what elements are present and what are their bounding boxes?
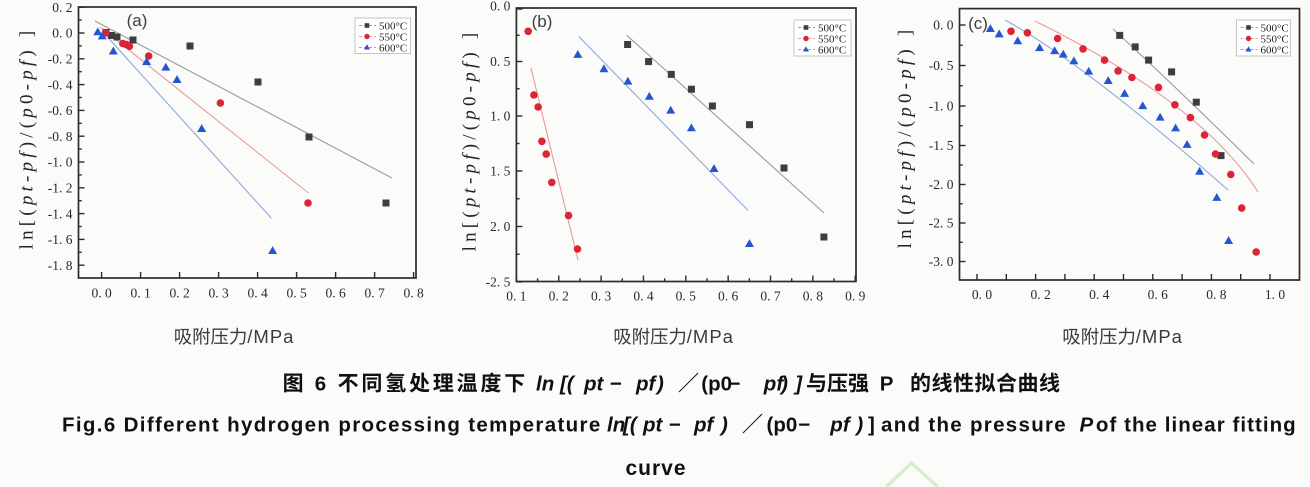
svg-text:-0. 6: -0. 6: [48, 103, 73, 118]
svg-text:−: −: [610, 373, 622, 396]
svg-text:550°C: 550°C: [818, 33, 846, 45]
svg-text:-3. 0: -3. 0: [929, 254, 954, 269]
svg-text:-0. 2: -0. 2: [48, 52, 73, 67]
svg-text:6: 6: [315, 373, 326, 396]
svg-text:550°C: 550°C: [1261, 33, 1289, 45]
svg-text:0. 7: 0. 7: [760, 289, 781, 304]
svg-text:-1. 4: -1. 4: [48, 206, 73, 221]
svg-text:[(: [(: [622, 414, 639, 437]
svg-text:0. 7: 0. 7: [364, 286, 385, 301]
svg-text:(b): (b): [532, 12, 553, 31]
svg-text:-2. 0: -2. 0: [929, 177, 954, 192]
svg-text:0. 5: 0. 5: [490, 54, 511, 69]
svg-text:0. 2: 0. 2: [52, 0, 72, 15]
svg-text:]: ]: [793, 373, 803, 396]
svg-text:): ): [719, 414, 728, 437]
svg-text:): ): [779, 373, 788, 396]
svg-text:0. 8: 0. 8: [403, 286, 424, 301]
svg-text:0. 0: 0. 0: [91, 286, 112, 301]
svg-text:2. 0: 2. 0: [490, 219, 511, 234]
svg-text:0. 1: 0. 1: [130, 286, 150, 301]
svg-text:0. 0: 0. 0: [933, 18, 954, 33]
svg-text:(a): (a): [127, 11, 148, 30]
svg-text:P: P: [880, 373, 894, 396]
svg-text:pf: pf: [829, 414, 852, 437]
svg-text:600°C: 600°C: [379, 42, 407, 54]
svg-text:500°C: 500°C: [818, 22, 846, 34]
svg-text:600°C: 600°C: [1261, 44, 1289, 56]
svg-text:500°C: 500°C: [379, 20, 407, 32]
svg-text:0. 5: 0. 5: [676, 289, 697, 304]
svg-text:0. 5: 0. 5: [286, 286, 307, 301]
svg-text:1. 0: 1. 0: [490, 109, 511, 124]
svg-text:): ): [655, 373, 664, 396]
svg-text:0. 3: 0. 3: [591, 289, 612, 304]
svg-text:0. 3: 0. 3: [208, 286, 229, 301]
svg-text:/MPa: /MPa: [247, 326, 294, 347]
svg-text:pf: pf: [693, 414, 716, 437]
svg-text:/MPa: /MPa: [1136, 326, 1183, 347]
svg-text:-0. 5: -0. 5: [929, 58, 954, 73]
svg-text:0. 2: 0. 2: [1030, 287, 1050, 302]
svg-text:(c): (c): [968, 14, 988, 33]
svg-text:ln: ln: [607, 414, 625, 437]
svg-text:ln[(pt-pf)/(p0-pf) ]: ln[(pt-pf)/(p0-pf) ]: [17, 27, 38, 250]
svg-text:/MPa: /MPa: [687, 326, 734, 347]
svg-text:ln[(pt-pf)/(p0-pf) ]: ln[(pt-pf)/(p0-pf) ]: [460, 29, 481, 252]
svg-text:P: P: [1080, 414, 1094, 437]
svg-text:]: ]: [868, 414, 875, 437]
svg-text:-1. 5: -1. 5: [929, 138, 954, 153]
svg-text:pt: pt: [583, 373, 605, 396]
svg-text:0. 9: 0. 9: [845, 289, 866, 304]
svg-text:-1. 0: -1. 0: [929, 99, 954, 114]
svg-text:0. 1: 0. 1: [506, 289, 526, 304]
svg-text:and the pressure: and the pressure: [881, 414, 1067, 437]
svg-text:-2. 5: -2. 5: [486, 275, 511, 290]
svg-text:0. 6: 0. 6: [718, 289, 739, 304]
svg-text:pf: pf: [763, 373, 786, 396]
svg-text:−: −: [729, 373, 741, 396]
svg-text:0. 4: 0. 4: [247, 286, 268, 301]
svg-text:550°C: 550°C: [379, 31, 407, 43]
svg-text:curve: curve: [625, 457, 686, 480]
svg-text:): ): [854, 414, 863, 437]
svg-text:-1. 2: -1. 2: [48, 181, 73, 196]
svg-text:-1. 0: -1. 0: [48, 155, 73, 170]
svg-text:ln[(pt-pf)/(p0-pf) ]: ln[(pt-pf)/(p0-pf) ]: [895, 26, 916, 249]
svg-text:−: −: [669, 414, 681, 437]
svg-text:pf: pf: [635, 373, 658, 396]
svg-text:0. 2: 0. 2: [169, 286, 189, 301]
svg-text:1. 0: 1. 0: [1265, 287, 1286, 302]
svg-text:of the linear fitting: of the linear fitting: [1096, 414, 1297, 437]
svg-text:600°C: 600°C: [818, 44, 846, 56]
svg-text:Fig.6 Different hydrogen proce: Fig.6 Different hydrogen processing temp…: [62, 414, 602, 437]
svg-text:(p0: (p0: [701, 373, 732, 396]
svg-text:ln: ln: [536, 373, 554, 396]
svg-text:0. 4: 0. 4: [1089, 287, 1110, 302]
svg-text:0. 0: 0. 0: [52, 26, 73, 41]
svg-text:−: −: [798, 414, 810, 437]
svg-text:-2. 5: -2. 5: [929, 216, 954, 231]
svg-text:500°C: 500°C: [1261, 22, 1289, 34]
svg-text:(p0: (p0: [767, 414, 798, 437]
svg-text:[(: [(: [559, 373, 576, 396]
svg-text:0. 0: 0. 0: [972, 287, 993, 302]
svg-text:0. 4: 0. 4: [633, 289, 654, 304]
svg-text:0. 8: 0. 8: [1206, 287, 1227, 302]
svg-text:1. 5: 1. 5: [490, 164, 511, 179]
svg-text:0. 2: 0. 2: [549, 289, 569, 304]
svg-text:-1. 8: -1. 8: [48, 258, 73, 273]
svg-text:0. 6: 0. 6: [325, 286, 346, 301]
svg-text:0. 8: 0. 8: [803, 289, 824, 304]
svg-text:0. 6: 0. 6: [1148, 287, 1169, 302]
svg-text:pt: pt: [642, 414, 664, 437]
svg-text:-0. 8: -0. 8: [48, 129, 73, 144]
svg-text:-1. 6: -1. 6: [48, 232, 73, 247]
svg-text:-0. 4: -0. 4: [48, 77, 73, 92]
svg-text:0. 0: 0. 0: [490, 0, 511, 14]
